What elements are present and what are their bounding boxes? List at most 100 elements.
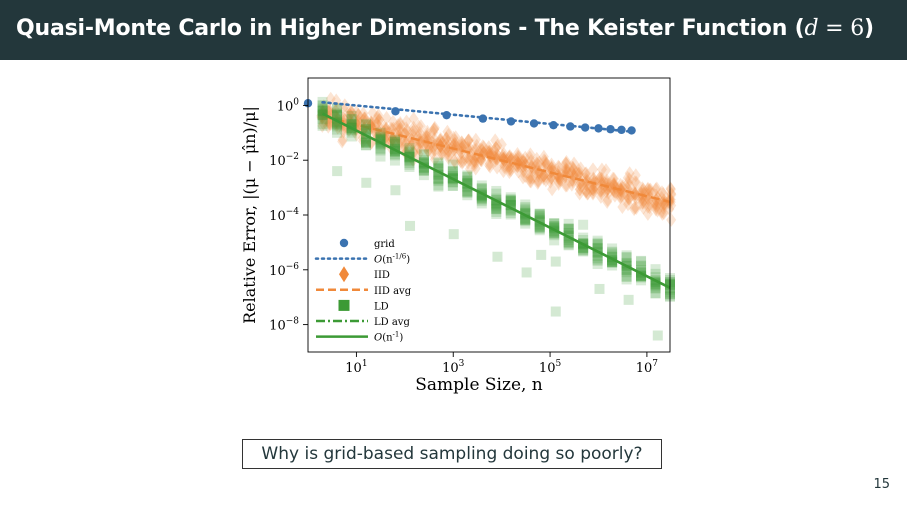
iid-marker [490,141,501,156]
ld-marker [375,144,386,155]
legend-label: LD [374,301,389,312]
iid-marker [353,107,364,122]
ld-marker [549,221,560,232]
iid-marker [434,133,445,148]
ld-marker [505,200,516,211]
ld-marker [361,128,372,139]
iid-marker [475,151,486,166]
iid-marker [518,153,529,168]
ld-marker [332,127,343,138]
ld-marker [361,124,372,135]
iid-marker [381,122,392,137]
iid-marker [352,118,363,133]
iid-marker [471,142,482,157]
iid-marker [588,171,599,186]
iid-marker [464,162,475,177]
iid-marker [623,197,634,212]
iid-marker [407,133,418,148]
iid-marker [456,135,467,150]
iid-marker [360,114,371,129]
legend-label: LD avg [374,317,410,328]
iid-marker [533,164,544,179]
iid-marker [665,181,676,196]
ld-outlier-marker [361,177,372,188]
iid-marker [666,186,677,201]
iid-marker [471,149,482,164]
iid-marker [574,169,585,184]
iid-marker [443,148,454,163]
iid-marker [373,108,384,123]
ld-marker [346,119,357,130]
iid-marker [490,133,501,148]
iid-marker [423,143,434,158]
iid-marker [588,182,599,197]
iid-marker [443,127,454,142]
iid-marker [540,173,551,188]
iid-marker [510,152,521,167]
ld-marker [476,189,487,200]
iid-marker [517,154,528,169]
iid-marker [560,178,571,193]
iid-marker [602,194,613,209]
iid-marker [317,118,328,133]
title-bar: Quasi-Monte Carlo in Higher Dimensions -… [0,0,907,60]
iid-marker [560,161,571,176]
ld-marker [361,118,372,129]
iid-marker [393,118,404,133]
ld-marker [317,105,328,116]
ld-marker [447,171,458,182]
ld-marker [636,271,647,282]
ld-marker [462,186,473,197]
iid-marker [344,103,355,118]
iid-marker [596,185,607,200]
iid-marker [512,152,523,167]
iid-marker [561,156,572,171]
iid-marker [623,186,634,201]
iid-marker [318,116,329,131]
ld-marker [636,255,647,266]
iid-marker [339,98,350,113]
ld-marker [491,203,502,214]
iid-marker [408,145,419,160]
iid-marker [560,156,571,171]
iid-marker [546,161,557,176]
iid-marker [657,206,668,221]
ld-marker [563,227,574,238]
iid-marker [442,146,453,161]
iid-marker [414,135,425,150]
y-tick-label: 10−2 [269,152,299,169]
ld-outlier-marker [550,256,561,267]
iid-marker [476,153,487,168]
iid-marker [457,137,468,152]
ld-marker [520,208,531,219]
ld-marker [534,219,545,230]
iid-marker [344,107,355,122]
iid-marker [492,151,503,166]
iid-marker [407,137,418,152]
x-tick-label: 107 [636,359,659,376]
ld-marker [389,155,400,166]
iid-marker [324,103,335,118]
ld-marker [317,114,328,125]
iid-marker [504,165,515,180]
ld-marker [520,205,531,216]
ld-marker [462,171,473,182]
ld-marker [389,146,400,157]
iid-marker [553,174,564,189]
ld-marker [607,260,618,271]
iid-marker [651,181,662,196]
iid-marker [538,168,549,183]
ld-marker [361,137,372,148]
legend-label: grid [374,239,395,250]
ld-marker [433,174,444,185]
iid-marker [392,129,403,144]
iid-marker [345,109,356,124]
ld-marker [361,124,372,135]
iid-marker [582,178,593,193]
iid-marker [496,137,507,152]
iid-marker [448,138,459,153]
ld-marker [317,120,328,131]
iid-avg-line [322,115,671,204]
iid-marker [408,144,419,159]
iid-marker [385,133,396,148]
